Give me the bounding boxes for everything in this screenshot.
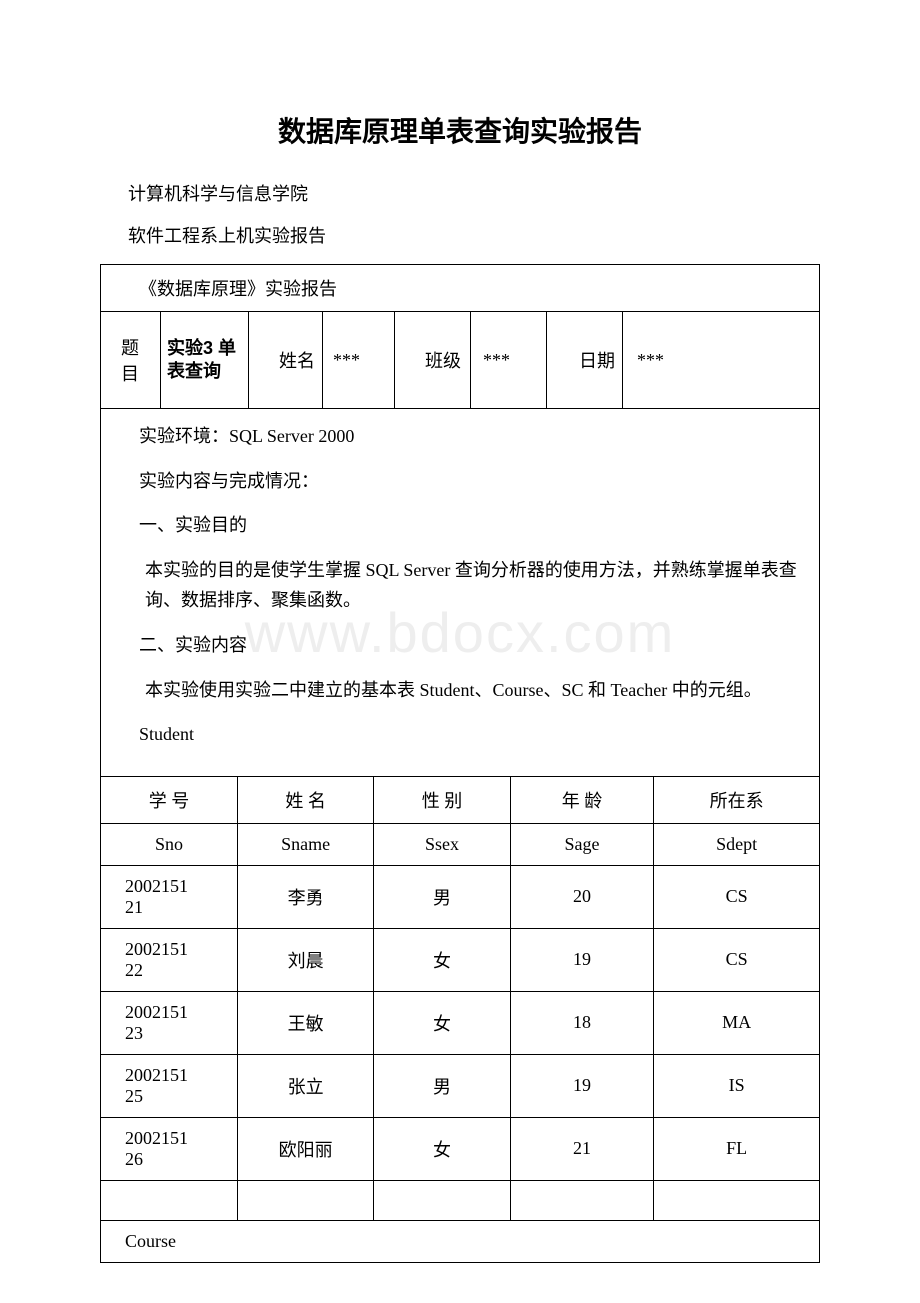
table-row: 200215125 张立 男 19 IS: [101, 1054, 819, 1117]
report-header: 《数据库原理》实验报告: [101, 265, 819, 312]
cell-sage: 19: [510, 928, 654, 991]
table-row: 200215122 刘晨 女 19 CS: [101, 928, 819, 991]
content-text: 本实验使用实验二中建立的基本表 Student、Course、SC 和 Teac…: [139, 675, 803, 706]
name-label: 姓名: [249, 312, 323, 408]
student-label: Student: [139, 719, 803, 750]
col-header: 所在系: [654, 776, 819, 823]
status-text: 实验内容与完成情况：: [139, 466, 803, 497]
page-title: 数据库原理单表查询实验报告: [100, 110, 820, 150]
student-table: 学 号 姓 名 性 别 年 龄 所在系 Sno Sname Ssex Sage …: [101, 776, 819, 1262]
intro-institution: 计算机科学与信息学院: [100, 180, 820, 206]
page-content: 数据库原理单表查询实验报告 计算机科学与信息学院 软件工程系上机实验报告 《数据…: [100, 110, 820, 1263]
cell-sno: 200215122: [101, 928, 237, 991]
table-row: 200215123 王敏 女 18 MA: [101, 991, 819, 1054]
cell-sname: 王敏: [237, 991, 373, 1054]
cell-sno: 200215125: [101, 1054, 237, 1117]
class-label: 班级: [395, 312, 471, 408]
environment-text: 实验环境：SQL Server 2000: [139, 421, 803, 452]
cell-ssex: 男: [374, 1054, 510, 1117]
cell-ssex: 女: [374, 991, 510, 1054]
table-header-cn: 学 号 姓 名 性 别 年 龄 所在系: [101, 776, 819, 823]
cell-sdept: CS: [654, 928, 819, 991]
cell-sname: 李勇: [237, 865, 373, 928]
cell-sdept: CS: [654, 865, 819, 928]
topic-value: 实验3 单表查询: [161, 312, 249, 408]
col-header: Sno: [101, 823, 237, 865]
content-heading: 二、实验内容: [139, 630, 803, 661]
cell-sage: 18: [510, 991, 654, 1054]
table-row: 200215121 李勇 男 20 CS: [101, 865, 819, 928]
class-value: ***: [471, 312, 547, 408]
cell-sage: 21: [510, 1117, 654, 1180]
cell-sage: 19: [510, 1054, 654, 1117]
cell-sname: 刘晨: [237, 928, 373, 991]
col-header: Ssex: [374, 823, 510, 865]
topic-label: 题目: [101, 312, 161, 408]
table-row: 200215126 欧阳丽 女 21 FL: [101, 1117, 819, 1180]
purpose-text: 本实验的目的是使学生掌握 SQL Server 查询分析器的使用方法，并熟练掌握…: [139, 555, 803, 616]
cell-sname: 欧阳丽: [237, 1117, 373, 1180]
cell-sdept: MA: [654, 991, 819, 1054]
cell-sno: 200215121: [101, 865, 237, 928]
col-header: Sname: [237, 823, 373, 865]
col-header: 性 别: [374, 776, 510, 823]
cell-sno: 200215123: [101, 991, 237, 1054]
cell-sno: 200215126: [101, 1117, 237, 1180]
date-value: ***: [623, 312, 819, 408]
col-header: 学 号: [101, 776, 237, 823]
col-header: Sage: [510, 823, 654, 865]
col-header: 年 龄: [510, 776, 654, 823]
cell-ssex: 女: [374, 1117, 510, 1180]
report-frame: 《数据库原理》实验报告 题目 实验3 单表查询 姓名 *** 班级 *** 日期…: [100, 264, 820, 1263]
course-label: Course: [101, 1220, 819, 1262]
intro-department: 软件工程系上机实验报告: [100, 222, 820, 248]
cell-ssex: 女: [374, 928, 510, 991]
table-empty-row: [101, 1180, 819, 1220]
name-value: ***: [323, 312, 395, 408]
col-header: Sdept: [654, 823, 819, 865]
col-header: 姓 名: [237, 776, 373, 823]
cell-sage: 20: [510, 865, 654, 928]
cell-sname: 张立: [237, 1054, 373, 1117]
purpose-heading: 一、实验目的: [139, 510, 803, 541]
course-row: Course: [101, 1220, 819, 1262]
environment-section: 实验环境：SQL Server 2000 实验内容与完成情况： 一、实验目的 本…: [101, 409, 819, 776]
cell-sdept: IS: [654, 1054, 819, 1117]
cell-sdept: FL: [654, 1117, 819, 1180]
table-header-en: Sno Sname Ssex Sage Sdept: [101, 823, 819, 865]
date-label: 日期: [547, 312, 623, 408]
info-row: 题目 实验3 单表查询 姓名 *** 班级 *** 日期 ***: [101, 312, 819, 409]
cell-ssex: 男: [374, 865, 510, 928]
